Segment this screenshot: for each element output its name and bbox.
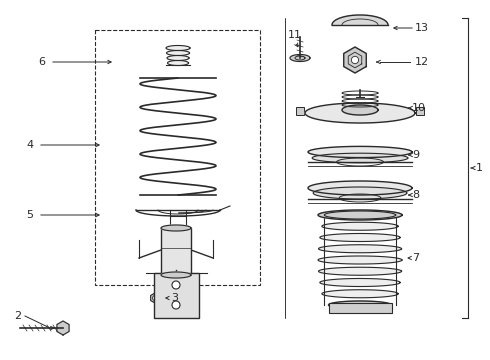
Polygon shape [150, 293, 159, 303]
Polygon shape [320, 279, 400, 287]
Circle shape [152, 296, 157, 301]
Bar [416, 107, 424, 115]
Circle shape [351, 57, 359, 64]
Polygon shape [168, 60, 189, 66]
Polygon shape [320, 234, 400, 242]
Bar [328, 303, 392, 313]
Text: 1: 1 [476, 163, 483, 173]
Circle shape [172, 301, 180, 309]
Polygon shape [167, 50, 190, 55]
Text: 13: 13 [415, 23, 429, 33]
Polygon shape [344, 47, 366, 73]
Polygon shape [308, 147, 412, 158]
Polygon shape [332, 15, 388, 25]
Polygon shape [328, 301, 392, 309]
Polygon shape [312, 153, 408, 163]
Polygon shape [57, 321, 69, 335]
Bar [296, 107, 304, 115]
Polygon shape [161, 225, 191, 231]
Text: 6: 6 [39, 57, 46, 67]
Text: 11: 11 [288, 30, 302, 40]
Bar [161, 228, 191, 275]
Text: 10: 10 [412, 103, 426, 113]
Text: 12: 12 [415, 57, 429, 67]
Polygon shape [161, 272, 191, 278]
Polygon shape [167, 55, 189, 60]
Polygon shape [166, 45, 190, 50]
Polygon shape [318, 210, 402, 220]
Text: 9: 9 [412, 150, 419, 160]
Polygon shape [318, 256, 402, 264]
Polygon shape [318, 245, 401, 253]
Polygon shape [308, 181, 412, 195]
Text: 7: 7 [412, 253, 419, 263]
Polygon shape [322, 290, 398, 298]
Text: 2: 2 [14, 311, 22, 321]
Polygon shape [305, 103, 415, 123]
Text: 8: 8 [412, 190, 419, 200]
Circle shape [172, 281, 180, 289]
Bar [153, 273, 198, 318]
Polygon shape [342, 105, 378, 115]
Text: 3: 3 [172, 293, 178, 303]
Polygon shape [324, 211, 396, 219]
Polygon shape [318, 267, 401, 275]
Polygon shape [322, 222, 398, 230]
Bar [95, 30, 260, 285]
Text: 5: 5 [26, 210, 33, 220]
Polygon shape [290, 54, 310, 62]
Text: 4: 4 [26, 140, 33, 150]
Polygon shape [313, 187, 407, 199]
